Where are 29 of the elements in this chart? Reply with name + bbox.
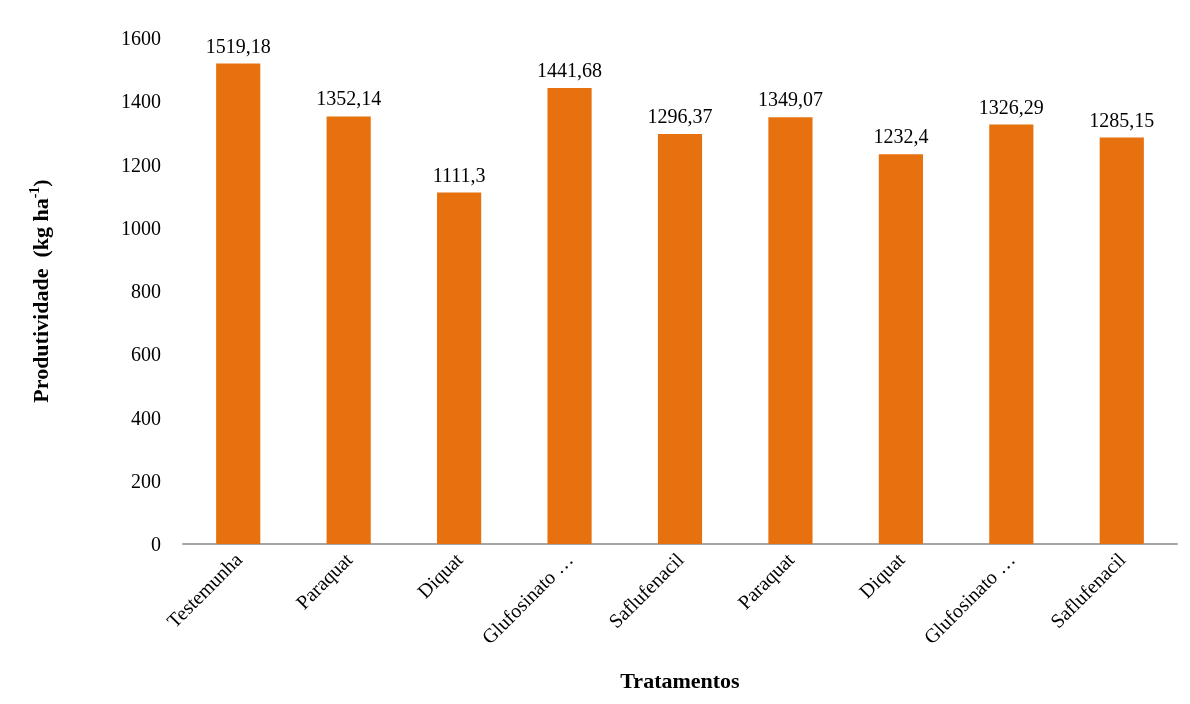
y-tick-label: 1400 xyxy=(121,90,161,113)
bar xyxy=(989,124,1034,544)
x-axis-title: Tratamentos xyxy=(620,667,741,693)
bar xyxy=(878,154,923,544)
y-tick-label: 600 xyxy=(131,343,161,366)
y-tick-label: 1600 xyxy=(121,27,161,49)
y-tick-label: 400 xyxy=(131,406,161,429)
data-label: 1349,07 xyxy=(757,88,823,111)
data-label: 1441,68 xyxy=(537,59,603,82)
data-label: 1285,15 xyxy=(1089,108,1155,131)
data-label: 1326,29 xyxy=(978,95,1044,118)
bar xyxy=(768,117,813,544)
bar xyxy=(547,88,592,544)
bar xyxy=(437,192,482,544)
data-label: 1296,37 xyxy=(647,105,713,128)
data-label: 1352,14 xyxy=(316,87,382,110)
data-label: 1519,18 xyxy=(205,34,271,57)
y-tick-label: 200 xyxy=(131,469,161,492)
y-axis-title: Produtividade (kg ha-1) xyxy=(26,179,53,403)
y-tick-label: 0 xyxy=(151,533,161,555)
y-tick-label: 1000 xyxy=(121,216,161,239)
bar xyxy=(216,63,261,544)
y-tick-label: 1200 xyxy=(121,153,161,176)
data-label: 1111,3 xyxy=(432,163,486,186)
bar xyxy=(326,116,371,544)
data-label: 1232,4 xyxy=(873,125,929,148)
bar xyxy=(1099,137,1144,544)
y-tick-label: 800 xyxy=(131,280,161,302)
bar xyxy=(657,134,703,544)
